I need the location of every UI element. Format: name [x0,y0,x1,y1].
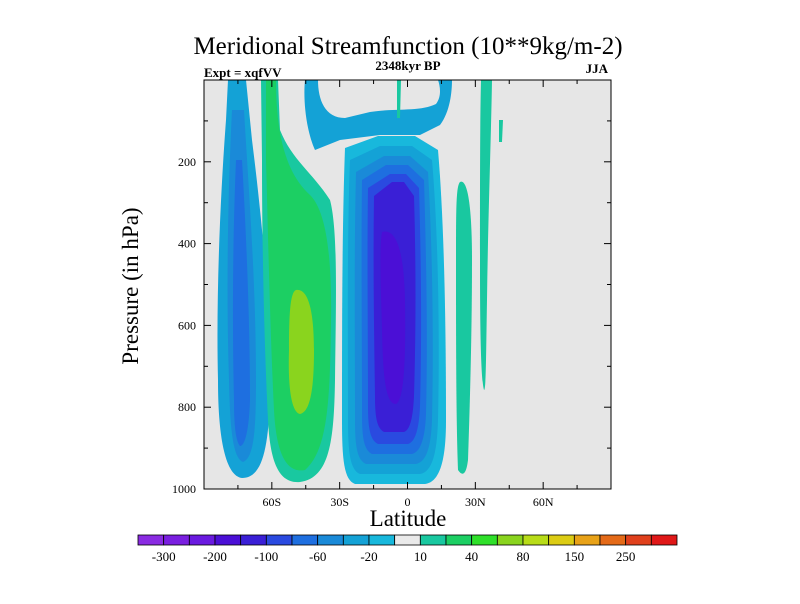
colorbar-swatch [137,534,165,546]
colorbar-label: -200 [203,549,227,564]
y-tick-label: 600 [178,318,196,332]
colorbar-swatch [368,534,396,546]
chart-title: Meridional Streamfunction (10**9kg/m-2) [193,33,622,60]
colorbar-label: -300 [152,549,176,564]
contour-north-pos-4 [499,120,503,142]
colorbar-swatch [291,534,319,546]
date-label: 2348kyr BP [375,58,440,73]
x-tick-label: 60S [262,495,281,509]
colorbar-swatch [188,534,216,546]
colorbar-swatch [496,534,524,546]
contour-field [217,80,503,484]
y-axis: 200 400 600 800 1000 [172,120,611,496]
contour-south-neg-core [232,160,250,446]
colorbar-swatch [265,534,293,546]
colorbar-label: 40 [465,549,478,564]
colorbar-swatch [342,534,370,546]
contour-north-pos-1 [456,181,472,474]
experiment-label: Expt = xqfVV [204,65,282,80]
y-tick-label: 800 [178,400,196,414]
contour-upper-cyan [304,80,452,150]
contour-north-pos-2 [480,80,492,390]
colorbar-label: 10 [414,549,427,564]
colorbar-swatch [548,534,575,546]
colorbar-swatch [599,534,627,546]
colorbar-swatch [650,534,678,546]
colorbar-label: -100 [254,549,278,564]
colorbar-swatch [419,534,447,546]
y-axis-label: Pressure (in hPa) [118,207,143,364]
colorbar-label: -60 [309,549,326,564]
contour-south-pos-mid [266,80,332,471]
colorbar: -300 -200 -100 -60 -20 10 40 80 150 250 [137,534,678,564]
x-axis-label: Latitude [370,506,447,531]
x-tick-label: 60N [533,495,554,509]
y-tick-label: 1000 [172,482,196,496]
colorbar-swatch [471,534,498,546]
colorbar-swatch [240,534,267,546]
colorbar-swatch [394,534,421,546]
x-tick-label: 0 [405,495,411,509]
colorbar-label: 150 [565,549,585,564]
x-tick-label: 30N [465,495,486,509]
colorbar-label: 250 [616,549,636,564]
colorbar-swatch [445,534,473,546]
contour-north-pos-3 [397,80,401,118]
colorbar-swatch [573,534,601,546]
colorbar-swatch [625,534,652,546]
x-axis: 60S 30S 0 30N 60N [237,80,578,509]
y-tick-label: 200 [178,155,196,169]
colorbar-label: -20 [360,549,377,564]
colorbar-swatch [214,534,242,546]
y-tick-label: 400 [178,237,196,251]
colorbar-swatch [522,534,550,546]
season-label: JJA [586,61,609,76]
contour-hadley-core [380,231,406,404]
colorbar-swatch [163,534,190,546]
x-tick-label: 30S [330,495,349,509]
contour-south-pos-core [288,289,314,414]
colorbar-label: 80 [517,549,530,564]
colorbar-swatch [317,534,344,546]
